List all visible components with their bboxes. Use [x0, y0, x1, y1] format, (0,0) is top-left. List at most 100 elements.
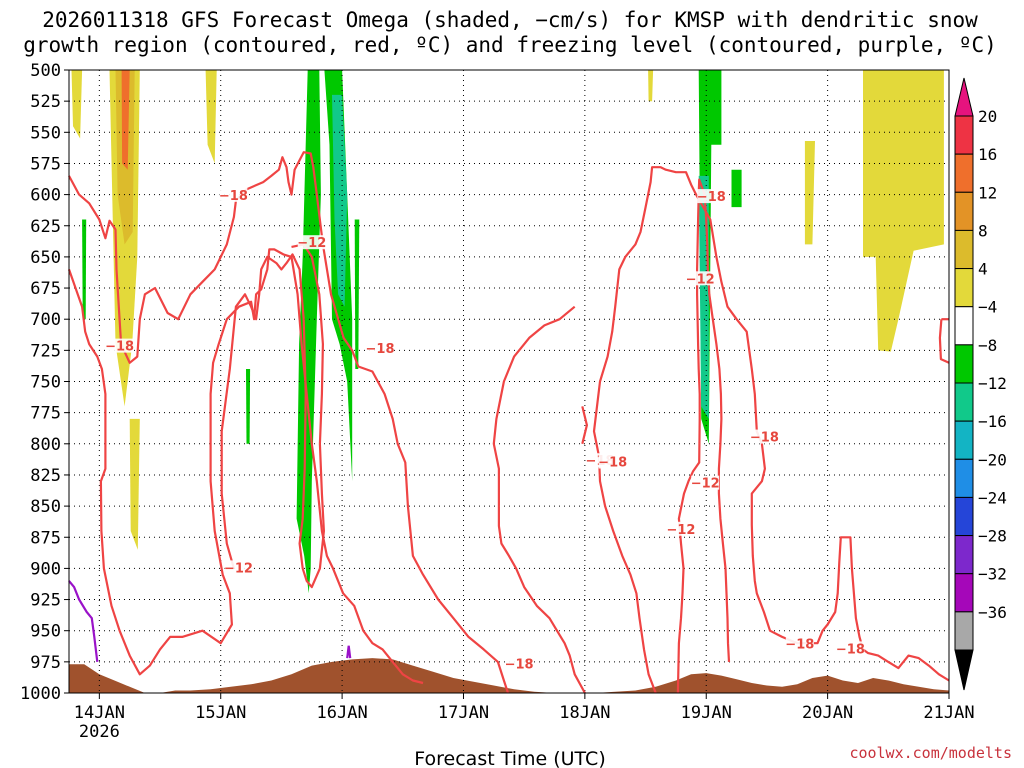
colorbar-bin — [954, 496, 974, 537]
dgz-contour — [938, 319, 950, 364]
chart-title-line1: 2026011318 GFS Forecast Omega (shaded, −… — [42, 8, 978, 32]
terrain-surface — [69, 658, 949, 693]
omega-colorbar: 20 16 12 8 4 −4 −8 −12 −16 −20 −24 −28 −32 −36 — [954, 77, 1007, 691]
dendritic-growth-contours — [67, 151, 950, 694]
contour-label-bg — [297, 235, 326, 250]
contour-label-bg — [219, 187, 248, 202]
colorbar-label: −24 — [978, 488, 1007, 507]
freezing-level-spike — [346, 645, 352, 659]
x-tick-label: 18JAN — [559, 703, 610, 723]
contour-label-bg — [666, 521, 695, 536]
colorbar-bin — [954, 420, 974, 460]
upward-motion-4 — [121, 70, 130, 170]
upward-motion-9 — [648, 70, 654, 102]
grid-lines — [69, 69, 950, 694]
contour-label: −12 — [691, 477, 720, 492]
contour-label-bg — [224, 560, 253, 575]
x-tick-label: 17JAN — [438, 703, 489, 723]
y-tick-label: 950 — [30, 622, 61, 642]
contour-label-bg — [598, 454, 627, 469]
y-tick-label: 650 — [30, 248, 61, 268]
colorbar-label: −36 — [978, 603, 1007, 622]
colorbar-label: −20 — [978, 450, 1007, 469]
dgz-contour — [220, 243, 325, 589]
y-tick-label: 775 — [30, 404, 61, 424]
chart-title-line2: growth region (contoured, red, ºC) and f… — [23, 33, 997, 57]
upward-motion-5 — [129, 418, 140, 550]
colorbar-bin — [954, 306, 974, 346]
x-tick-year: 2026 — [79, 722, 120, 742]
y-tick-label: 975 — [30, 653, 61, 673]
y-tick-label: 725 — [30, 341, 61, 361]
y-tick-label: 925 — [30, 591, 61, 611]
contour-label: −12 — [297, 236, 326, 251]
y-tick-label: 525 — [30, 92, 61, 112]
colorbar-label: −16 — [978, 412, 1007, 431]
contour-label-bg — [105, 338, 134, 353]
contour-label-bg — [836, 641, 865, 656]
colorbar-bin — [954, 268, 974, 308]
x-tick-label: 19JAN — [681, 703, 732, 723]
x-tick-label: 20JAN — [802, 703, 853, 723]
dgz-contour — [581, 406, 589, 445]
downward-motion-7 — [731, 169, 742, 208]
colorbar-bin — [954, 573, 974, 613]
y-tick-label: 1000 — [20, 684, 61, 704]
colorbar-bin — [954, 382, 974, 422]
downward-motion-9 — [246, 369, 251, 444]
y-tick-label: 850 — [30, 497, 61, 517]
y-tick-label: 900 — [30, 559, 61, 579]
y-tick-label: 825 — [30, 466, 61, 486]
colorbar-label: −12 — [978, 374, 1007, 393]
omega-shading — [71, 70, 944, 594]
y-tick-label: 625 — [30, 217, 61, 237]
colorbar-bin — [954, 115, 974, 155]
freezing-level-line — [68, 580, 99, 663]
contour-label-bg — [505, 656, 534, 671]
contour-label: −12 — [686, 272, 715, 287]
plot-area: −18 −12 −18 −18 −12 −18 −12 −18 −18 −12 −12 −18 −18 −… — [67, 69, 950, 694]
colorbar-label: −4 — [978, 298, 997, 317]
dgz-contour — [592, 166, 950, 694]
colorbar-bin — [954, 229, 974, 270]
terrain-fill — [69, 658, 949, 693]
contour-label: −18 — [105, 340, 134, 355]
colorbar-bottom-arrow — [954, 649, 974, 691]
contour-label-bg — [697, 189, 726, 204]
contour-label: −12 — [224, 561, 253, 576]
contour-label: −18 — [219, 189, 248, 204]
colorbar-label: 16 — [978, 145, 997, 164]
contour-label: −18 — [697, 190, 726, 205]
upward-motion-8 — [804, 141, 815, 245]
contour-label-bg — [750, 429, 779, 444]
colorbar-top-arrow — [954, 77, 974, 117]
colorbar-label: −8 — [978, 336, 997, 355]
colorbar-label: 20 — [978, 107, 997, 126]
colorbar-label: 8 — [978, 221, 988, 240]
downward-motion-1 — [296, 70, 321, 594]
contour-label: −18 — [505, 657, 534, 672]
dgz-contour — [492, 305, 586, 694]
contour-label-bg — [686, 271, 715, 286]
colorbar-label: −28 — [978, 527, 1007, 546]
x-tick-label: 15JAN — [195, 703, 246, 723]
colorbar-bin — [954, 191, 974, 231]
y-tick-label: 575 — [30, 154, 61, 174]
colorbar-bin — [954, 153, 974, 193]
y-tick-label: 875 — [30, 528, 61, 548]
contour-label: −18 — [785, 637, 814, 652]
upward-motion-6 — [205, 70, 217, 164]
downward-motion-3 — [332, 94, 348, 307]
contour-label-bg — [785, 636, 814, 651]
dgz-contour — [67, 248, 424, 685]
colorbar-label: −32 — [978, 565, 1007, 584]
contour-label: −18 — [836, 642, 865, 657]
credit-text: coolwx.com/modelts — [849, 744, 1012, 762]
colorbar-label: 4 — [978, 260, 988, 279]
x-tick-label: 21JAN — [923, 703, 974, 723]
y-tick-label: 700 — [30, 310, 61, 330]
y-tick-label: 800 — [30, 435, 61, 455]
contour-label-bg — [691, 475, 720, 490]
